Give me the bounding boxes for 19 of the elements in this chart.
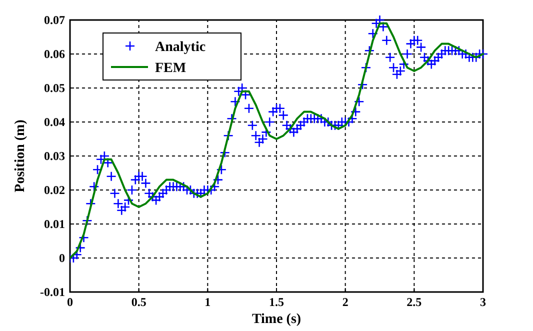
y-tick-label: 0.01 xyxy=(44,217,65,231)
x-axis-title: Time (s) xyxy=(252,312,302,327)
x-tick-label: 0.5 xyxy=(131,295,146,309)
x-tick-label: 3 xyxy=(480,295,486,309)
y-tick-label: 0.02 xyxy=(44,183,65,197)
x-tick-label: 1.5 xyxy=(269,295,284,309)
y-tick-label: 0.07 xyxy=(44,13,65,27)
y-axis-title: Position (m) xyxy=(13,119,28,192)
x-tick-label: 1 xyxy=(204,295,211,309)
y-tick-label: 0.05 xyxy=(44,81,65,95)
y-tick-label: 0.06 xyxy=(44,47,65,61)
y-tick-label: 0 xyxy=(59,251,65,265)
legend-label: Analytic xyxy=(155,40,206,55)
x-tick-label: 2.5 xyxy=(406,295,422,309)
y-tick-label: 0.03 xyxy=(44,149,65,163)
y-tick-label: -0.01 xyxy=(40,285,65,299)
legend-label: FEM xyxy=(155,61,186,76)
y-tick-label: 0.04 xyxy=(44,115,65,129)
x-tick-label: 2 xyxy=(342,295,348,309)
